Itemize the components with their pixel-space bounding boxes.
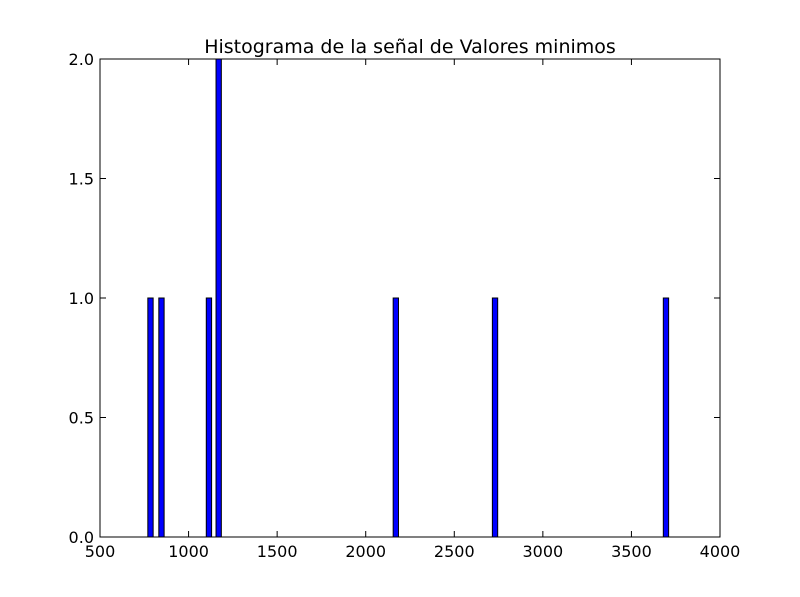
x-axis: 500 1000 1500 2000 2500 3000 3500 4000 [85, 59, 741, 561]
histogram-bar-2 [205, 297, 213, 538]
x-tick-label-4: 2500 [434, 542, 475, 561]
x-tick-label-7: 4000 [700, 542, 741, 561]
y-tick-label-4: 2.0 [69, 50, 94, 69]
y-tick-label-3: 1.5 [69, 170, 94, 189]
x-tick-label-1: 1000 [168, 542, 209, 561]
x-tick-label-0: 500 [85, 542, 116, 561]
histogram-bar-3 [215, 58, 222, 538]
histogram-bar-1 [158, 297, 165, 538]
y-tick-label-0: 0.0 [69, 528, 94, 547]
chart-title: Histograma de la señal de Valores minimo… [204, 36, 616, 58]
histogram-bar-6 [662, 297, 670, 538]
y-axis: 0.0 0.5 1.0 1.5 2.0 [69, 50, 720, 547]
histogram-bar-0 [147, 297, 154, 538]
x-tick-label-3: 2000 [345, 542, 386, 561]
x-tick-label-6: 3500 [611, 542, 652, 561]
y-tick-label-1: 0.5 [69, 409, 94, 428]
bars-layer [147, 58, 670, 538]
histogram-bar-4 [392, 297, 399, 538]
x-tick-label-5: 3000 [522, 542, 563, 561]
x-tick-label-2: 1500 [257, 542, 298, 561]
histogram-bar-5 [491, 297, 499, 538]
plot-frame [99, 58, 721, 538]
y-tick-label-2: 1.0 [69, 289, 94, 308]
